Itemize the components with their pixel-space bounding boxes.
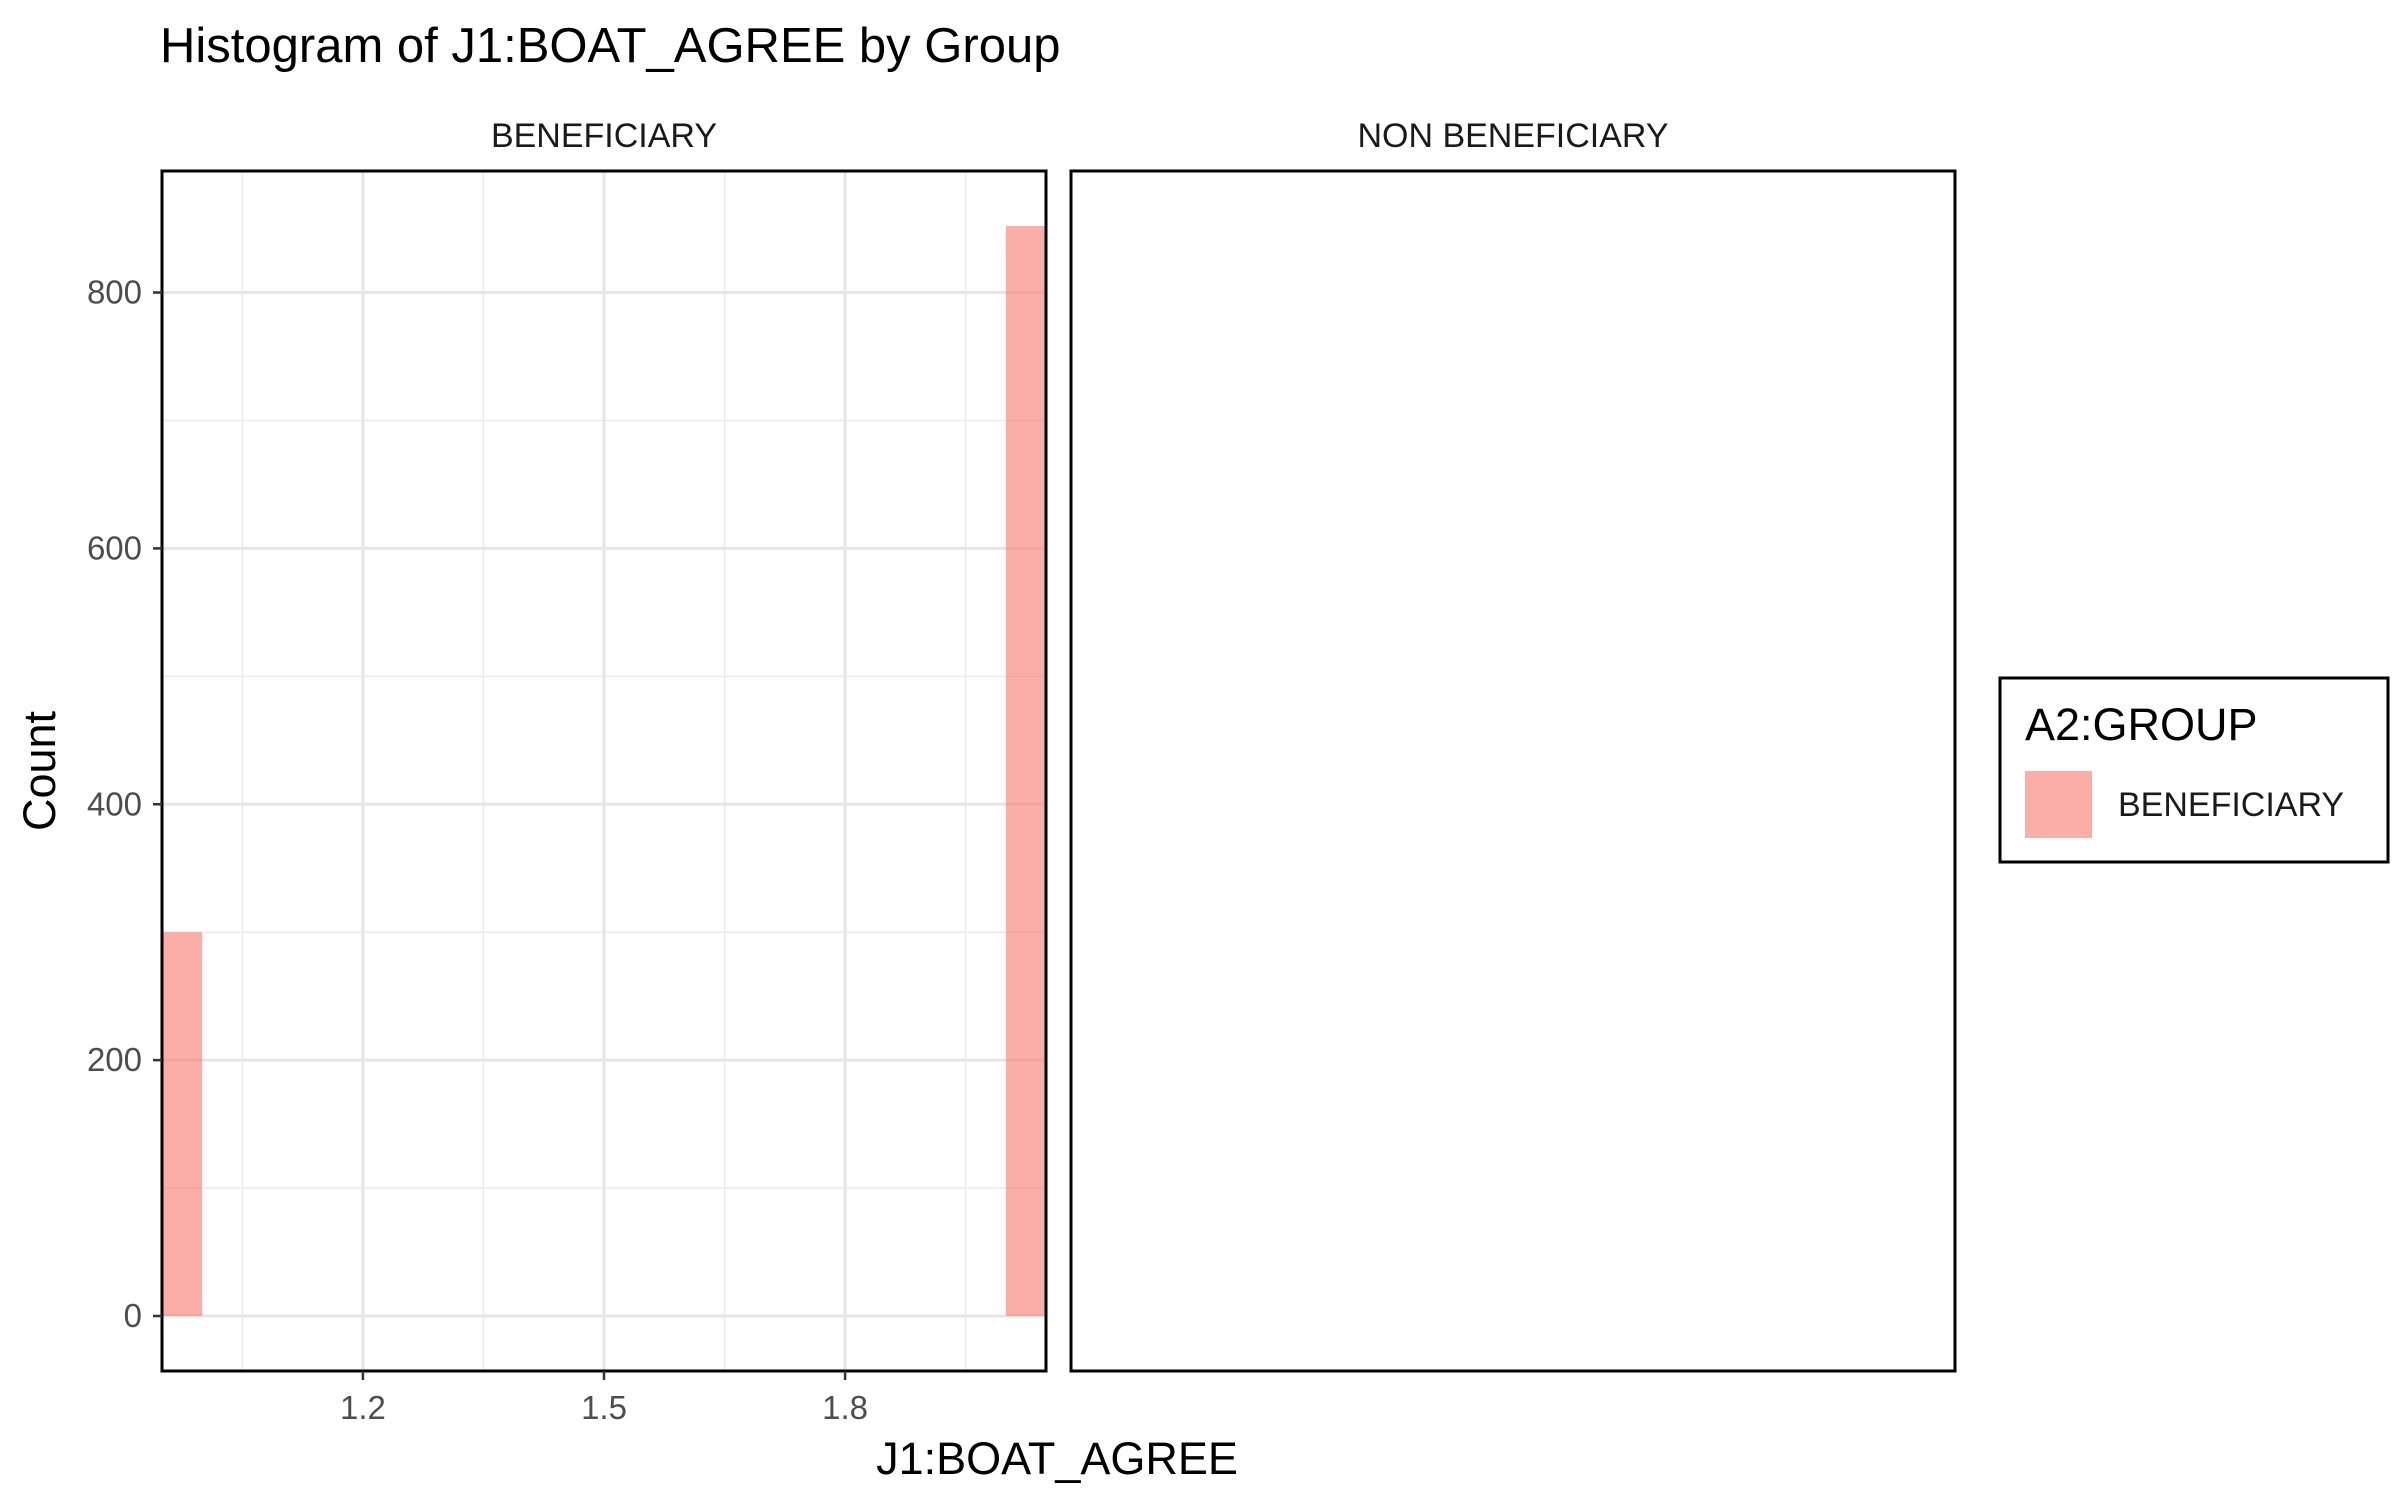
y-axis: 0 200 400 600 800 — [87, 274, 162, 1334]
panel-frames — [160, 169, 1957, 1373]
x-tick-label: 1.2 — [340, 1389, 386, 1426]
legend-title: A2:GROUP — [2025, 699, 2258, 750]
y-tick-label: 0 — [124, 1297, 142, 1334]
y-tick-label: 600 — [87, 529, 142, 566]
x-axis-title: J1:BOAT_AGREE — [876, 1433, 1238, 1484]
histogram-bar — [162, 932, 203, 1316]
y-tick-label: 800 — [87, 274, 142, 311]
x-axis: 1.2 1.5 1.8 — [340, 1371, 868, 1426]
y-tick-label: 400 — [87, 785, 142, 822]
legend-key-beneficiary — [2025, 771, 2092, 838]
x-tick-label: 1.8 — [822, 1389, 868, 1426]
chart-title: Histogram of J1:BOAT_AGREE by Group — [160, 19, 1060, 73]
legend: A2:GROUP BENEFICIARY — [1998, 676, 2390, 864]
gridlines — [162, 171, 1046, 1371]
histogram-bar — [1005, 226, 1046, 1316]
y-tick-label: 200 — [87, 1041, 142, 1078]
x-tick-label: 1.5 — [581, 1389, 627, 1426]
histogram-bars — [162, 226, 1046, 1316]
panel-frame — [1069, 169, 1957, 1373]
legend-label-beneficiary: BENEFICIARY — [2118, 786, 2344, 824]
facet-strips: BENEFICIARY NON BENEFICIARY — [491, 117, 1669, 155]
facet-strip-label: BENEFICIARY — [491, 117, 717, 155]
facet-strip-label: NON BENEFICIARY — [1357, 117, 1668, 155]
y-axis-title: Count — [14, 710, 65, 831]
